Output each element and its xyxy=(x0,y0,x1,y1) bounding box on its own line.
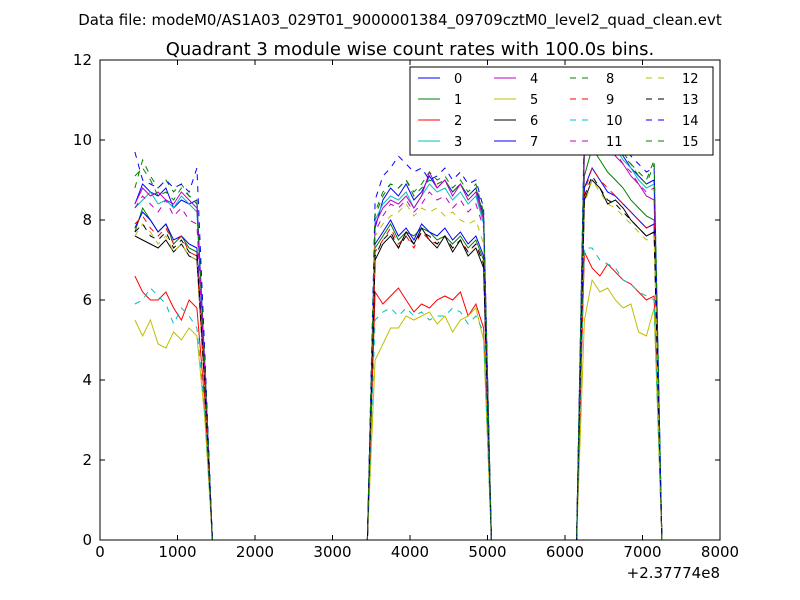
x-tick-label: 5000 xyxy=(468,543,506,561)
x-tick-label: 6000 xyxy=(546,543,584,561)
suptitle: Data file: modeM0/AS1A03_029T01_90000013… xyxy=(78,11,722,30)
legend-label-9: 9 xyxy=(606,93,614,108)
x-tick-label: 7000 xyxy=(623,543,661,561)
legend-label-10: 10 xyxy=(606,114,623,129)
x-tick-label: 1000 xyxy=(158,543,196,561)
legend-label-5: 5 xyxy=(530,93,538,108)
x-offset-label: +2.37774e8 xyxy=(627,564,720,582)
x-tick-label: 4000 xyxy=(391,543,429,561)
y-tick-label: 10 xyxy=(73,131,92,149)
legend-label-4: 4 xyxy=(530,72,538,87)
legend-label-14: 14 xyxy=(682,114,699,129)
y-tick-label: 6 xyxy=(82,291,92,309)
x-tick-label: 3000 xyxy=(313,543,351,561)
series-line-2 xyxy=(134,251,663,541)
legend-label-13: 13 xyxy=(682,93,699,108)
y-tick-label: 12 xyxy=(73,51,92,69)
legend-label-1: 1 xyxy=(454,93,462,108)
y-tick-label: 4 xyxy=(82,371,92,389)
y-tick-label: 8 xyxy=(82,211,92,229)
legend-label-0: 0 xyxy=(454,72,462,87)
x-tick-label: 8000 xyxy=(701,543,739,561)
legend-label-15: 15 xyxy=(682,135,699,150)
series-layer xyxy=(134,90,663,541)
legend-label-7: 7 xyxy=(530,135,538,150)
chart-title: Quadrant 3 module wise count rates with … xyxy=(166,39,655,60)
y-tick-label: 0 xyxy=(82,531,92,549)
legend-label-2: 2 xyxy=(454,114,462,129)
legend-label-3: 3 xyxy=(454,135,462,150)
tick-layer: 0 1000 2000 3000 4000 5000 6000 7000 80000246810… xyxy=(73,51,739,561)
x-tick-label: 2000 xyxy=(236,543,274,561)
legend-label-11: 11 xyxy=(606,135,623,150)
legend-label-6: 6 xyxy=(530,114,538,129)
legend-label-8: 8 xyxy=(606,72,614,87)
legend-frame xyxy=(409,66,714,156)
x-tick-label: 0 xyxy=(95,543,105,561)
y-tick-label: 2 xyxy=(82,451,92,469)
legend-label-12: 12 xyxy=(682,72,699,87)
